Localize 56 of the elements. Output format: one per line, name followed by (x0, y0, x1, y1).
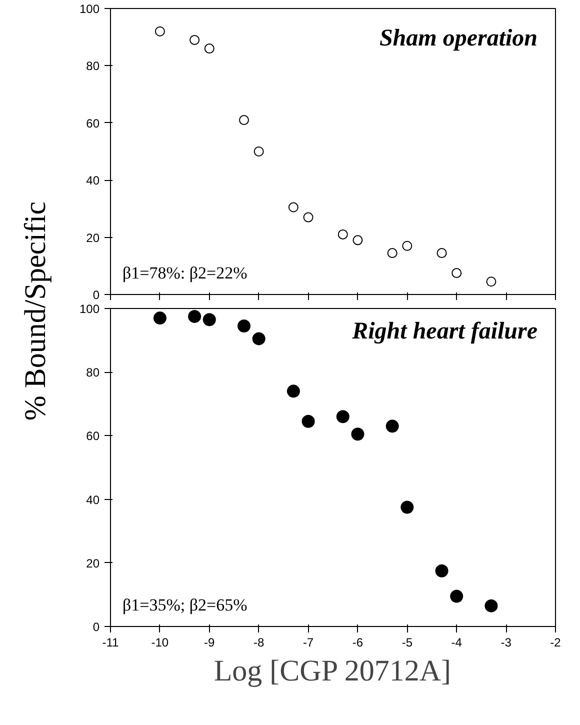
y-tick-label: 20 (86, 230, 100, 245)
point (352, 235, 363, 246)
y-tick-label: 0 (92, 620, 100, 634)
point (188, 310, 202, 323)
point (302, 414, 315, 428)
x-tick-label: -4 (451, 636, 462, 650)
x-tick-label: -10 (151, 636, 169, 650)
point (154, 26, 165, 36)
point (450, 590, 464, 603)
point (486, 276, 496, 287)
point (387, 248, 398, 258)
x-tick-label: -5 (402, 636, 413, 650)
point (338, 229, 348, 240)
y-tick-label: 80 (86, 59, 100, 74)
point (386, 420, 399, 433)
y-tick-label: 40 (86, 174, 100, 188)
y-tick-label: 60 (86, 429, 100, 444)
point (303, 212, 314, 222)
x-tick-label: -6 (352, 636, 364, 650)
y-tick-label: 20 (86, 556, 100, 570)
y-tick-label: 40 (86, 492, 100, 507)
y-tick-label: 80 (86, 366, 100, 380)
point (202, 313, 216, 326)
y-tick-label: 60 (86, 116, 100, 130)
y-tick-label: 0 (92, 288, 100, 302)
y-axis-title: % Bound/Specific (19, 201, 52, 421)
point (204, 44, 214, 54)
y-tick-label: 100 (79, 2, 100, 16)
annotation: β1=78%: β2=22% (122, 264, 248, 282)
annotation: β1=35%; β2=65% (122, 596, 248, 614)
point (190, 34, 200, 45)
y-tick-label: 100 (79, 302, 100, 316)
x-tick-label: -2 (550, 636, 562, 650)
point (238, 320, 250, 332)
x-axis-title: Log [CGP 20712A] (214, 654, 452, 688)
point (254, 146, 264, 156)
point (402, 240, 412, 251)
point (452, 268, 462, 278)
point (288, 202, 298, 212)
text: Sham operation (379, 26, 538, 52)
point (153, 312, 166, 325)
x-tick-label: -9 (204, 636, 216, 650)
point (400, 500, 414, 514)
point (435, 564, 448, 578)
x-tick-label: -3 (500, 636, 512, 650)
chart-title: Right heart failure (351, 318, 538, 344)
x-tick-label: -7 (302, 636, 314, 650)
point (286, 384, 300, 398)
point (484, 599, 498, 612)
x-tick-label: -11 (102, 636, 120, 650)
point (252, 332, 266, 346)
point (336, 410, 350, 424)
point (239, 115, 249, 126)
point (436, 248, 447, 258)
point (351, 428, 364, 441)
x-tick-label: -8 (254, 636, 264, 650)
